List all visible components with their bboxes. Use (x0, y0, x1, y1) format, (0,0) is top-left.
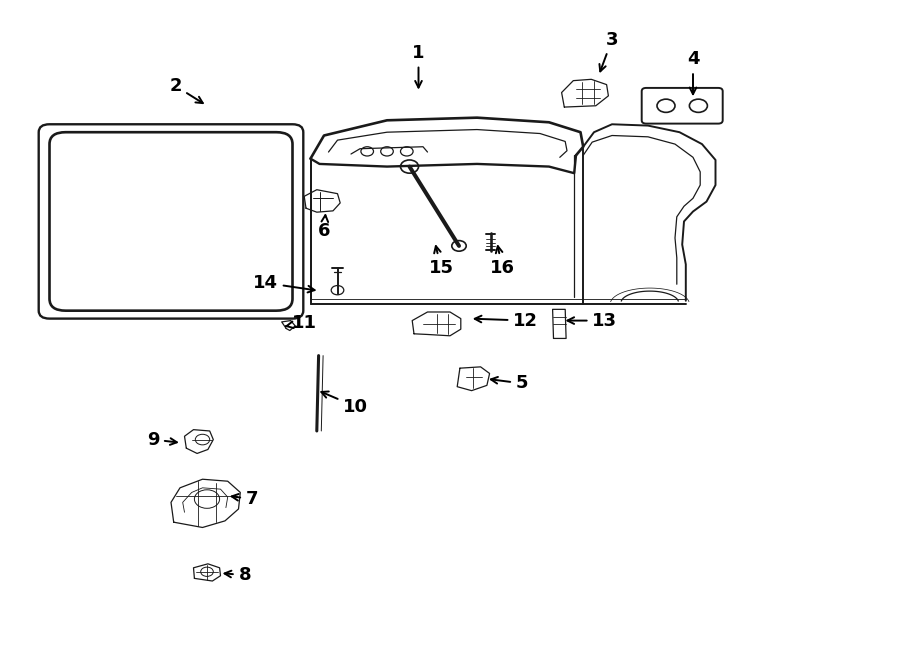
Text: 13: 13 (568, 311, 617, 330)
Text: 5: 5 (491, 374, 528, 393)
Text: 7: 7 (231, 490, 258, 508)
Text: 4: 4 (687, 50, 699, 95)
FancyBboxPatch shape (642, 88, 723, 124)
Text: 1: 1 (412, 44, 425, 88)
Text: 3: 3 (599, 30, 618, 71)
Text: 11: 11 (286, 313, 317, 332)
Text: 10: 10 (321, 391, 368, 416)
Text: 15: 15 (428, 246, 454, 277)
Text: 6: 6 (318, 215, 330, 241)
Text: 14: 14 (253, 274, 315, 292)
FancyBboxPatch shape (50, 132, 292, 311)
Text: 9: 9 (147, 430, 177, 449)
Text: 8: 8 (224, 566, 251, 584)
Text: 16: 16 (490, 246, 515, 277)
Text: 2: 2 (169, 77, 202, 103)
Text: 12: 12 (475, 311, 538, 330)
